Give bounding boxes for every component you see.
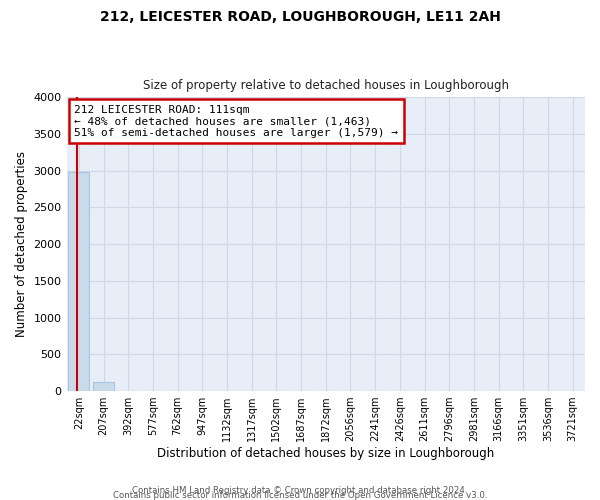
- Text: 212, LEICESTER ROAD, LOUGHBOROUGH, LE11 2AH: 212, LEICESTER ROAD, LOUGHBOROUGH, LE11 …: [100, 10, 500, 24]
- Text: Contains HM Land Registry data © Crown copyright and database right 2024.: Contains HM Land Registry data © Crown c…: [132, 486, 468, 495]
- Title: Size of property relative to detached houses in Loughborough: Size of property relative to detached ho…: [143, 79, 509, 92]
- Text: 212 LEICESTER ROAD: 111sqm
← 48% of detached houses are smaller (1,463)
51% of s: 212 LEICESTER ROAD: 111sqm ← 48% of deta…: [74, 104, 398, 138]
- Bar: [93, 382, 114, 391]
- Bar: [68, 172, 89, 391]
- Y-axis label: Number of detached properties: Number of detached properties: [15, 151, 28, 337]
- Text: Contains public sector information licensed under the Open Government Licence v3: Contains public sector information licen…: [113, 491, 487, 500]
- X-axis label: Distribution of detached houses by size in Loughborough: Distribution of detached houses by size …: [157, 447, 494, 460]
